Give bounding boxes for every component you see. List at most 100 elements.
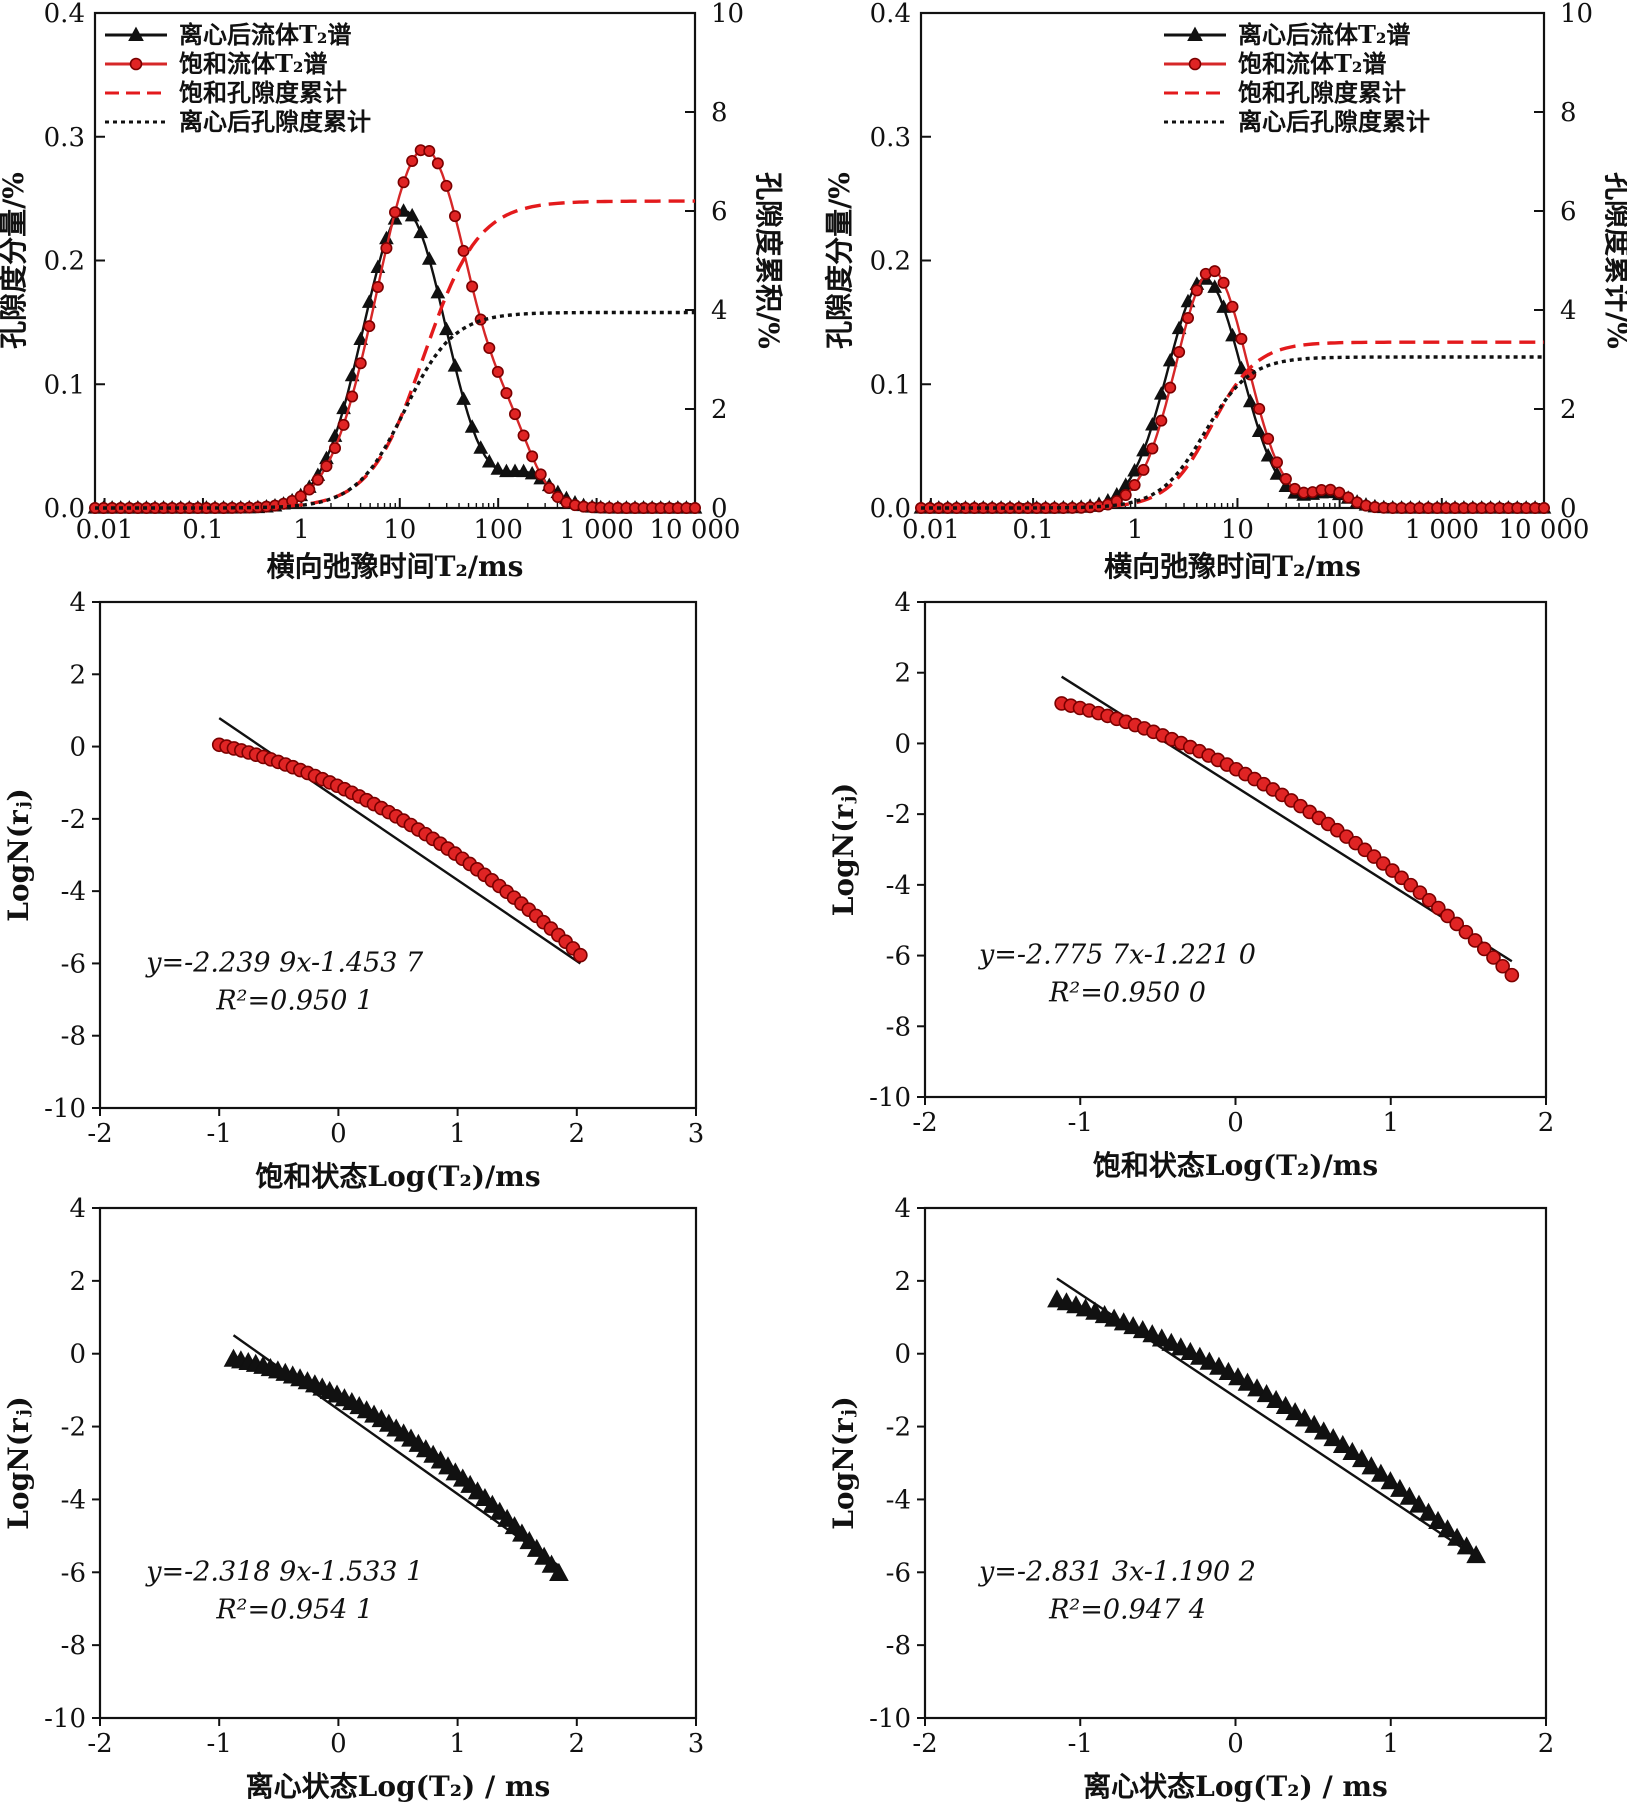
- data-point: [481, 454, 497, 468]
- data-point: [1351, 1448, 1372, 1468]
- data-point: [517, 429, 530, 442]
- data-point: [1399, 1486, 1420, 1505]
- data-point: [447, 358, 463, 372]
- fit-r2: R²=0.954 1: [215, 1594, 373, 1625]
- data-point: [1251, 423, 1267, 438]
- data-point: [1256, 1384, 1277, 1403]
- fit-equation: y=-2.239 9x-1.453 7: [145, 947, 424, 978]
- series-line-1: [95, 209, 695, 510]
- data-point: [431, 157, 444, 170]
- x-axis-label: 离心状态Log(T₂) / ms: [246, 1770, 551, 1803]
- y-tick-label: 0.3: [44, 123, 85, 153]
- y-axis-label: 孔隙度分量/%: [0, 172, 30, 349]
- data-point: [573, 947, 588, 963]
- data-point: [1447, 1527, 1467, 1546]
- data-point: [1199, 1351, 1220, 1370]
- data-point: [1260, 447, 1276, 462]
- x-tick-label: 0.01: [902, 515, 960, 545]
- y-tick-label: -4: [886, 871, 911, 901]
- x-tick-label: 1: [293, 515, 310, 545]
- y-tick-label: -10: [44, 1094, 86, 1124]
- y-tick-label: 0: [894, 729, 911, 759]
- x-tick-label: 1: [449, 1119, 466, 1149]
- x-tick-label: 1 000: [559, 515, 633, 545]
- x-tick-label: 1: [1382, 1729, 1399, 1759]
- data-point: [413, 224, 429, 239]
- y-tick-label: -8: [886, 1012, 911, 1042]
- fit-r2: R²=0.947 4: [1048, 1594, 1206, 1625]
- data-point: [1218, 1361, 1239, 1380]
- series-line-4: [921, 355, 1544, 510]
- x-tick-label: 2: [569, 1729, 586, 1759]
- y-tick-label: 0.0: [44, 494, 85, 524]
- y-tick-label: 4: [894, 1194, 911, 1224]
- series-line-3: [921, 340, 1544, 510]
- data-point: [1208, 265, 1221, 278]
- data-point: [688, 501, 701, 514]
- y-axis-label: LogN(rⱼ): [2, 1396, 35, 1530]
- chart-panel-1: 0.01 0.1 1 10 100 1 000 10 000 0.0 0.1 0.2 0.3 0.4 0…: [0, 0, 785, 583]
- data-point: [500, 387, 513, 400]
- data-point: [1142, 1324, 1163, 1343]
- data-point: [1234, 360, 1249, 375]
- data-point: [397, 176, 410, 189]
- x-tick-label: -1: [1068, 1108, 1093, 1138]
- chart-panel-4: -2 -1 0 1 2-10-8-6-4-2024饱和状态Log(T₂)/msLogN(…: [827, 588, 1554, 1182]
- plot-frame: [98, 1206, 698, 1720]
- y-tick-label: 4: [69, 1194, 86, 1224]
- y-tick-label: 0.0: [870, 494, 911, 524]
- data-point: [320, 460, 333, 473]
- legend-marker: [128, 26, 144, 42]
- fit-equation: y=-2.775 7x-1.221 0: [978, 939, 1256, 970]
- y2-tick-label: 8: [711, 98, 728, 128]
- data-point: [1190, 284, 1203, 297]
- x-tick-label: 1: [1127, 515, 1144, 545]
- data-point: [1153, 386, 1169, 400]
- y-tick-label: -8: [886, 1631, 911, 1661]
- x-tick-label: -2: [87, 1729, 112, 1759]
- y-tick-label: -8: [61, 1022, 86, 1052]
- data-point: [1266, 1389, 1286, 1408]
- y-tick-label: -2: [61, 1413, 86, 1443]
- y-tick-label: 0.4: [870, 0, 911, 29]
- data-point: [483, 341, 496, 354]
- plot-frame: [919, 11, 1546, 510]
- data-point: [336, 400, 351, 415]
- y-tick-label: 0.3: [870, 123, 911, 153]
- data-point: [1137, 463, 1150, 476]
- legend-label-4: 离心后孔隙度累计: [179, 107, 371, 136]
- data-point: [1237, 1372, 1258, 1391]
- legend-marker: [1187, 26, 1203, 42]
- data-point: [371, 280, 384, 293]
- data-point: [1242, 393, 1258, 408]
- y2-axis-label: 孔隙度累计/%: [1601, 172, 1627, 349]
- x-tick-label: 100: [473, 515, 523, 545]
- data-point: [1173, 345, 1186, 358]
- data-point: [1151, 1328, 1172, 1347]
- fit-equation: y=-2.831 3x-1.190 2: [978, 1556, 1256, 1587]
- data-point: [344, 367, 360, 382]
- y-tick-label: -6: [61, 949, 86, 979]
- y-axis-label: LogN(rⱼ): [827, 1396, 860, 1530]
- data-point: [1190, 1346, 1210, 1365]
- data-point: [1145, 416, 1160, 431]
- y2-tick-label: 6: [711, 197, 728, 227]
- data-point: [439, 321, 454, 336]
- data-point: [1538, 501, 1551, 514]
- y-tick-label: 0.4: [44, 0, 85, 29]
- fit-equation: y=-2.318 9x-1.533 1: [145, 1556, 423, 1587]
- data-point: [1467, 933, 1483, 948]
- legend-label-1: 离心后流体T₂谱: [179, 20, 351, 49]
- data-point: [294, 490, 307, 503]
- x-axis-label: 饱和状态Log(T₂)/ms: [1093, 1149, 1378, 1182]
- data-point: [464, 419, 480, 433]
- chart-panel-3: -2 -1 0 1 2 3-10-8-6-4-2024饱和状态Log(T₂)/msLogN…: [2, 588, 704, 1193]
- x-tick-label: 10: [1221, 515, 1254, 545]
- x-tick-label: -1: [1068, 1729, 1093, 1759]
- data-point: [1486, 950, 1501, 965]
- y-tick-label: 0: [69, 1340, 86, 1370]
- series-line-4: [95, 310, 695, 510]
- x-tick-label: -2: [912, 1108, 937, 1138]
- y-tick-label: 4: [69, 588, 86, 618]
